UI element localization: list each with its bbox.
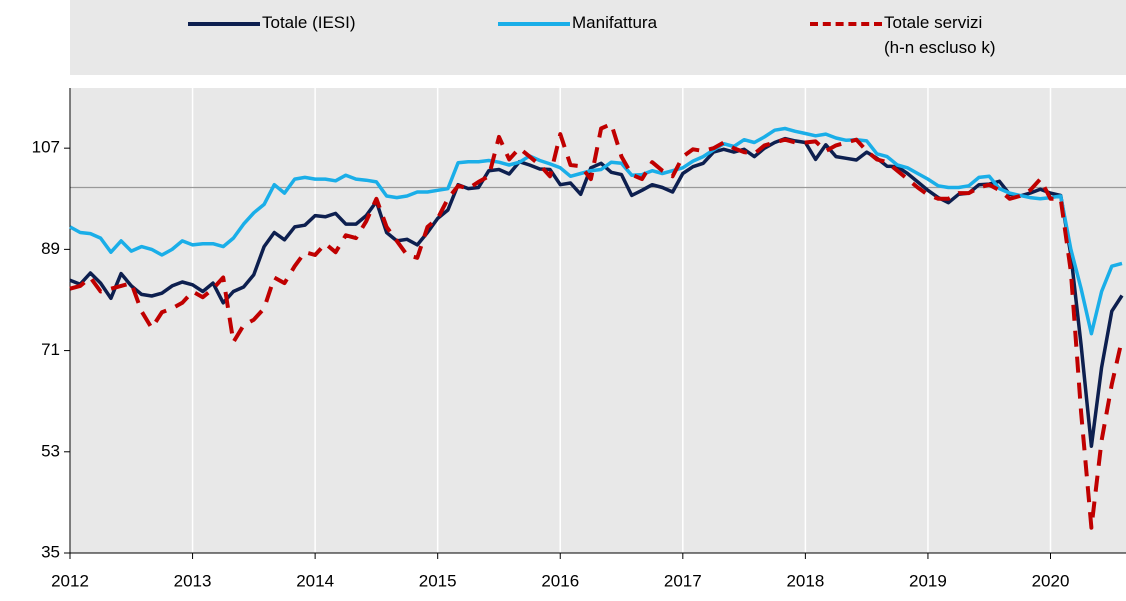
x-tick-label: 2012 (51, 571, 89, 590)
y-tick-label: 107 (32, 138, 60, 157)
legend: Totale (IESI) Manifattura Totale servizi (… (70, 0, 1126, 75)
x-tick-label: 2016 (541, 571, 579, 590)
legend-label: Totale servizi (h-n escluso k) (884, 13, 996, 57)
legend-label: Totale (IESI) (262, 13, 356, 32)
x-tick-label: 2017 (664, 571, 702, 590)
legend-swatch (810, 22, 882, 26)
x-tick-label: 2014 (296, 571, 334, 590)
series-line (69, 136, 1124, 448)
x-tick-label: 2015 (419, 571, 457, 590)
legend-swatch (188, 22, 260, 26)
legend-swatch (498, 22, 570, 26)
x-tick-label: 2019 (909, 571, 947, 590)
y-tick-label: 89 (41, 239, 60, 258)
x-tick-label: 2020 (1032, 571, 1070, 590)
x-tick-label: 2018 (786, 571, 824, 590)
series-line (69, 122, 1124, 530)
y-tick-label: 53 (41, 441, 60, 460)
x-tick-label: 2013 (174, 571, 212, 590)
series-line (69, 126, 1123, 336)
y-tick-label: 35 (41, 542, 60, 561)
legend-label: Manifattura (572, 13, 658, 32)
y-tick-label: 71 (41, 340, 60, 359)
